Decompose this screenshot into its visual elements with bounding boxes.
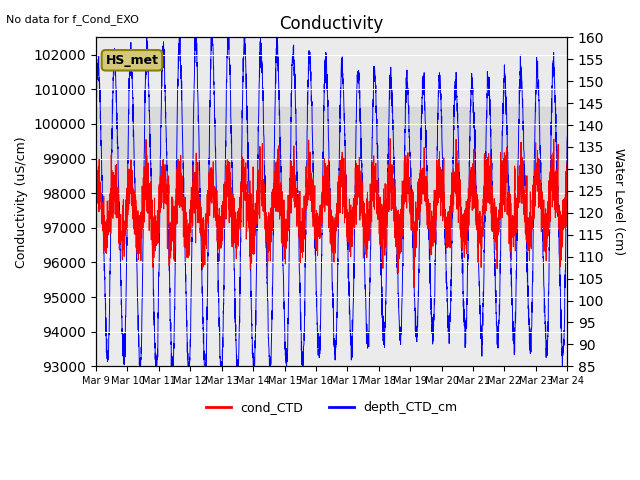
Title: Conductivity: Conductivity — [280, 15, 384, 33]
Text: No data for f_Cond_EXO: No data for f_Cond_EXO — [6, 14, 140, 25]
Y-axis label: Conductivity (uS/cm): Conductivity (uS/cm) — [15, 136, 28, 268]
Text: HS_met: HS_met — [106, 54, 159, 67]
Bar — [96, 107, 567, 228]
Legend: cond_CTD, depth_CTD_cm: cond_CTD, depth_CTD_cm — [200, 396, 463, 420]
Y-axis label: Water Level (cm): Water Level (cm) — [612, 148, 625, 255]
